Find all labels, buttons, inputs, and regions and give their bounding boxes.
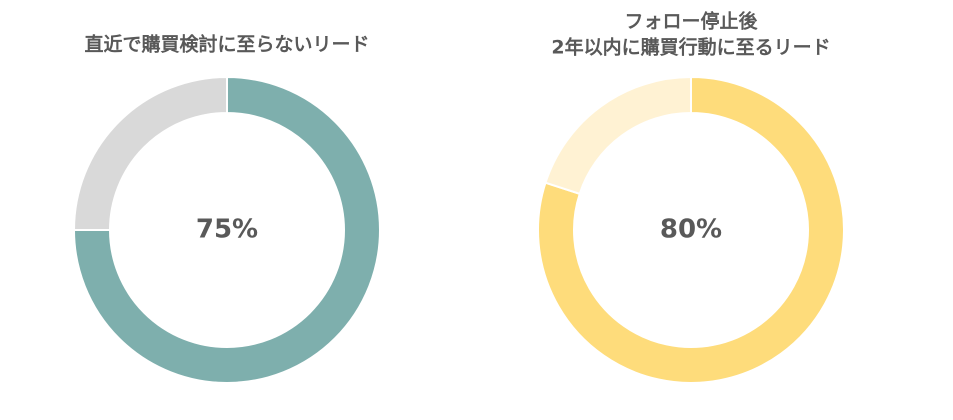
center-label: 75% <box>196 215 258 245</box>
chart-title: 直近で購買検討に至らないリード <box>84 33 369 56</box>
donut-segment <box>72 75 228 231</box>
chart-title: フォロー停止後 <box>624 10 758 33</box>
donut-segment <box>544 75 692 196</box>
center-label: 80% <box>660 215 722 245</box>
donut-segment <box>72 75 381 384</box>
chart-title: 2年以内に購買行動に至るリード <box>551 36 830 59</box>
donut-segment <box>537 75 845 384</box>
